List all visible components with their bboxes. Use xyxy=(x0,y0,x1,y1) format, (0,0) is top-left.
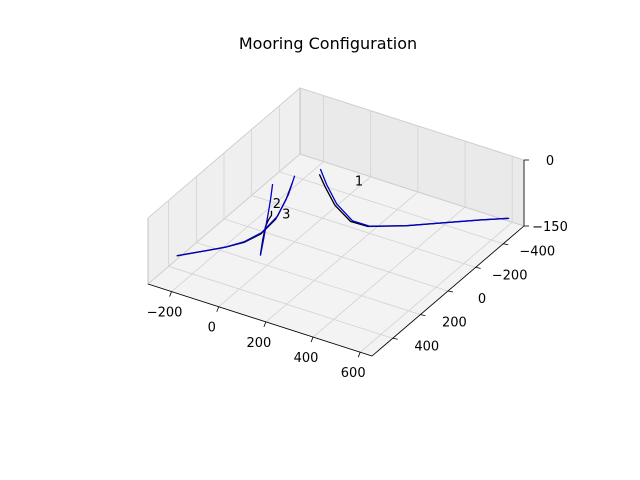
y-tick-mark-3 xyxy=(420,314,426,317)
grid-lines xyxy=(147,87,525,353)
line-label-0: 1 xyxy=(355,175,363,190)
x-tick-label-3: 400 xyxy=(294,351,319,366)
x-tick-mark-1 xyxy=(216,306,220,312)
x-axis-line xyxy=(147,283,373,357)
z-tick-label-1: 0 xyxy=(546,154,554,169)
y-tick-label-2: 0 xyxy=(478,292,486,307)
mooring-line-3 xyxy=(259,184,274,256)
line-label-2: 3 xyxy=(282,208,290,223)
y-tick-mark-2 xyxy=(447,290,454,293)
line-label-1: 2 xyxy=(273,197,281,212)
y-tick-mark-0 xyxy=(503,243,509,246)
y-tick-label-4: 400 xyxy=(414,339,439,354)
line-annotations: 1 23 xyxy=(273,175,363,223)
z-axis-ticks: −150 0 xyxy=(524,154,568,235)
x-tick-label-1: 0 xyxy=(208,321,216,336)
grid-z-0 xyxy=(147,153,525,285)
x-tick-label-4: 600 xyxy=(341,366,366,381)
y-tick-mark-1 xyxy=(475,266,481,269)
z-tick-label-0: −150 xyxy=(532,220,568,235)
y-tick-label-0: −400 xyxy=(519,245,555,260)
y-tick-label-1: −200 xyxy=(492,268,528,283)
x-tick-mark-2 xyxy=(263,321,267,328)
y-tick-label-3: 200 xyxy=(442,316,467,331)
grid-z-1 xyxy=(147,87,525,219)
x-tick-mark-0 xyxy=(169,291,172,297)
x-tick-mark-4 xyxy=(357,352,361,358)
x-tick-label-0: −200 xyxy=(147,306,183,321)
y-tick-mark-4 xyxy=(392,337,398,340)
x-tick-mark-3 xyxy=(310,336,314,343)
mooring-line-5 xyxy=(177,175,296,257)
mooring-lines xyxy=(176,168,510,257)
x-tick-label-2: 200 xyxy=(246,336,271,351)
mooring-line-1 xyxy=(319,168,510,227)
x-axis-ticks: −200 0 200 400 600 xyxy=(147,291,366,381)
chart-title: Mooring Configuration xyxy=(239,34,417,53)
